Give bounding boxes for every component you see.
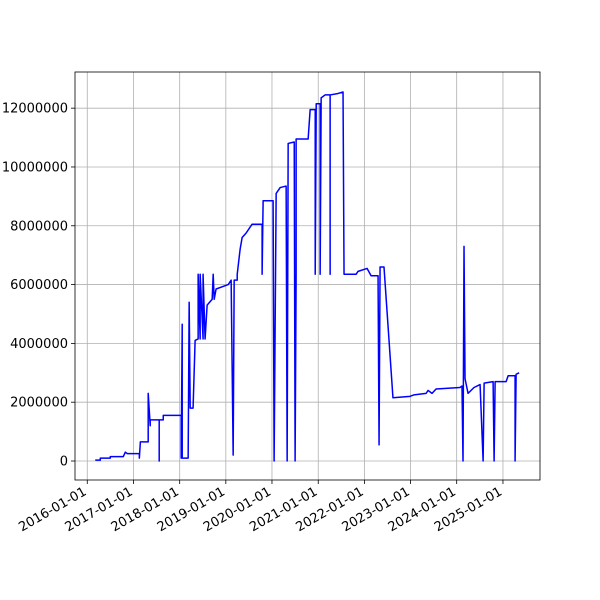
y-tick-label: 6000000	[10, 278, 68, 293]
y-tick-label: 12000000	[2, 102, 68, 117]
plot-frame	[74, 71, 541, 481]
y-tick-label: 4000000	[10, 337, 68, 352]
y-tick-label: 0	[60, 455, 68, 470]
y-tick-label: 2000000	[10, 396, 68, 411]
data-line	[95, 91, 520, 462]
y-tick-label: 8000000	[10, 219, 68, 234]
y-tick-label: 10000000	[2, 160, 68, 175]
